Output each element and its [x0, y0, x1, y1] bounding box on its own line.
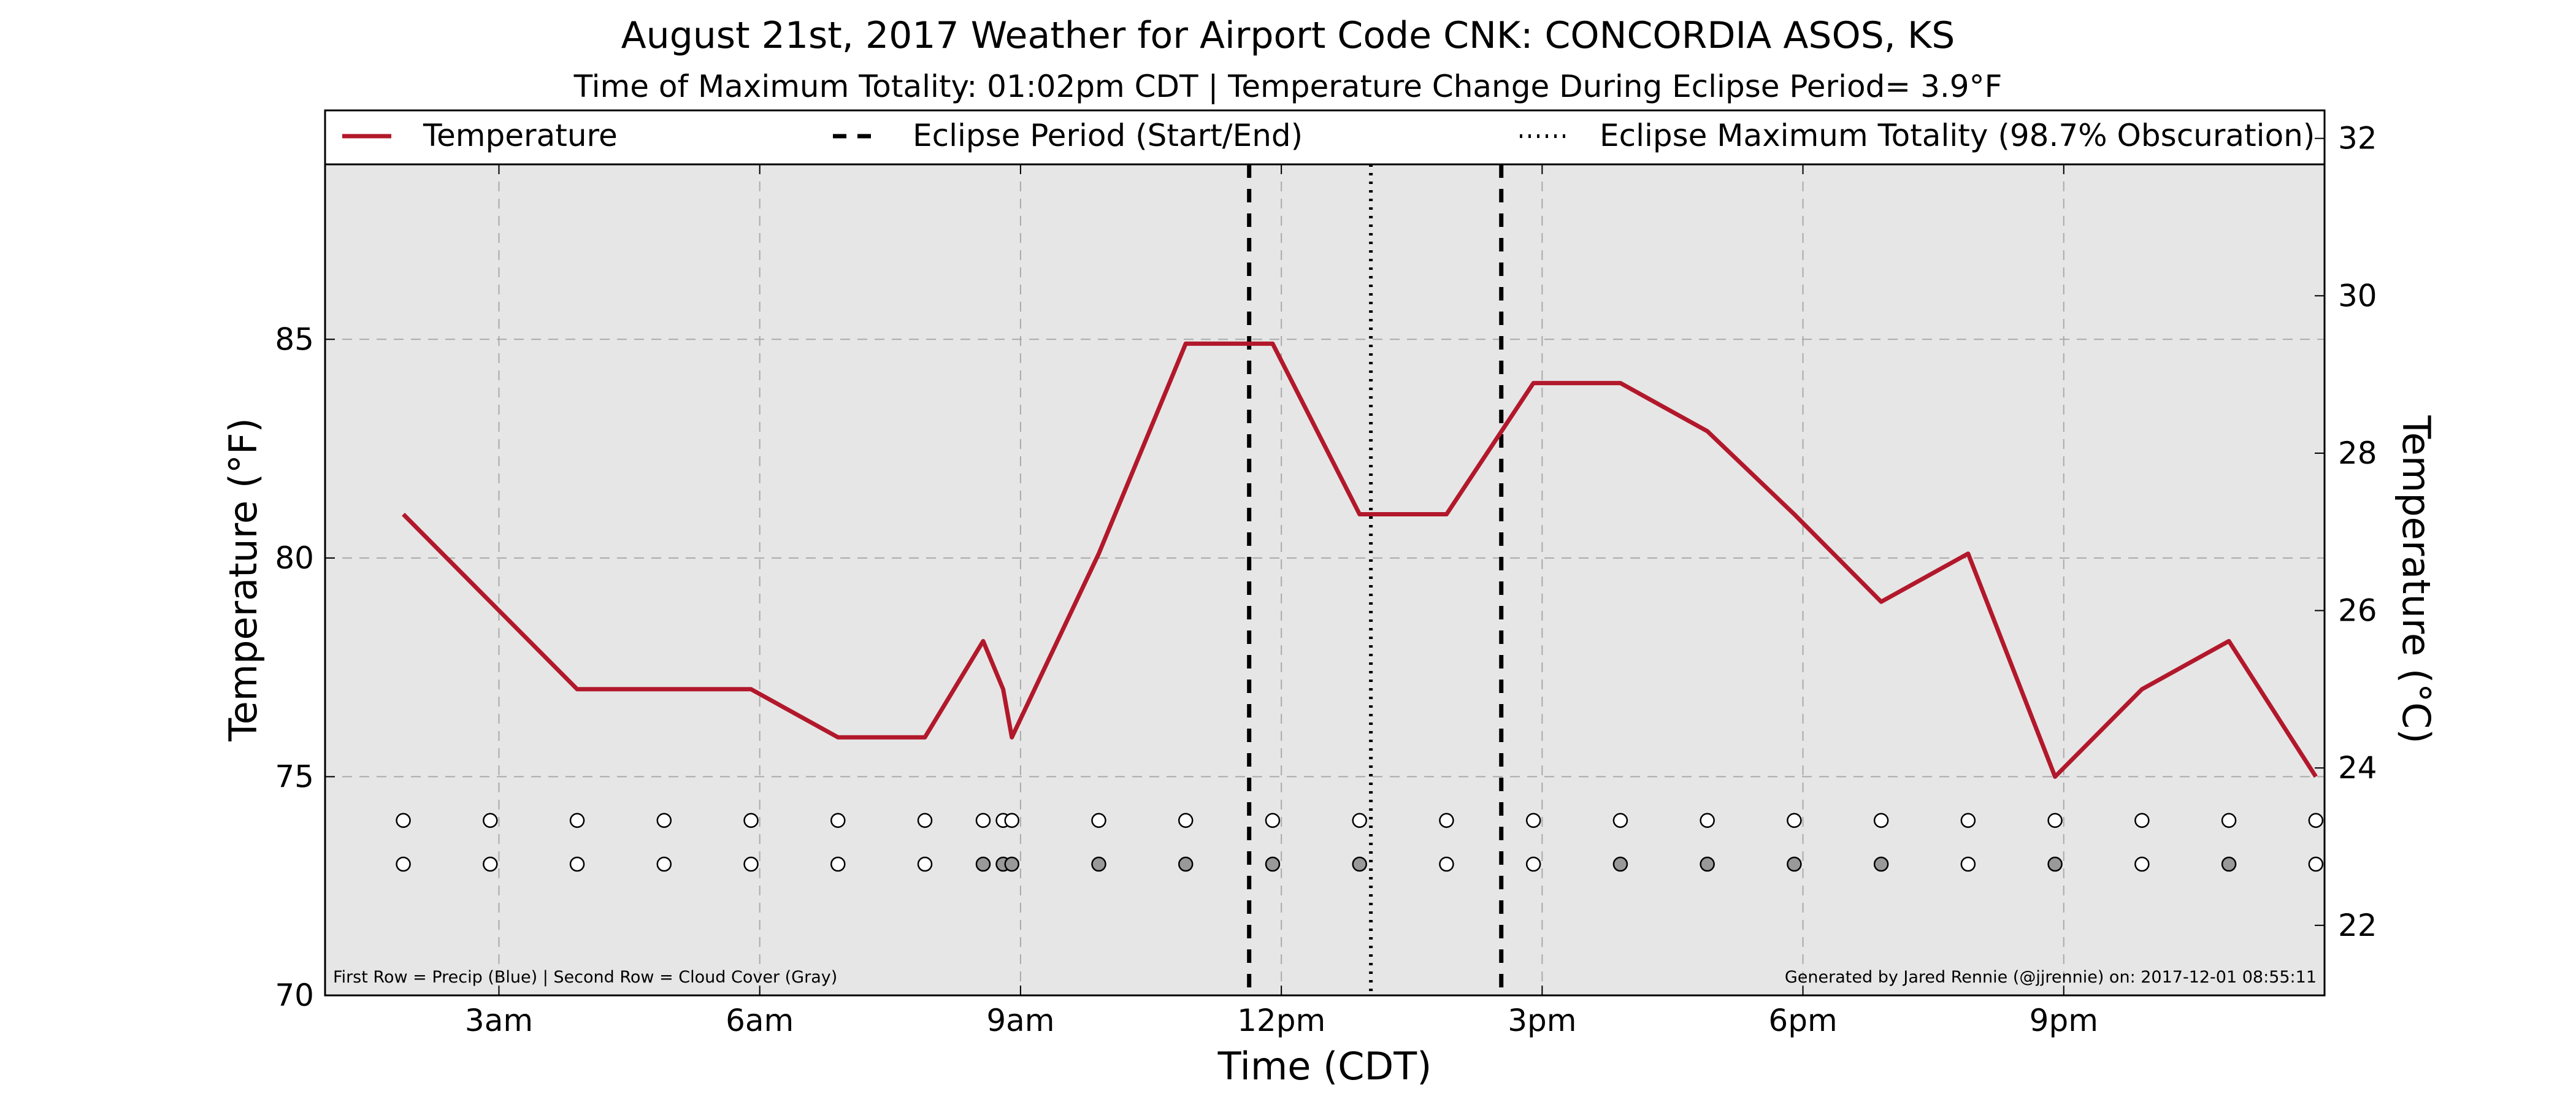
cloud-marker	[569, 856, 585, 872]
cloud-marker	[1352, 856, 1367, 872]
grid-lines	[325, 164, 2325, 995]
y-right-tick-label: 22	[2338, 908, 2377, 943]
cloud-marker	[1700, 856, 1715, 872]
precip-marker	[1178, 813, 1194, 828]
cloud-marker	[1960, 856, 1976, 872]
legend-box	[324, 109, 2326, 166]
x-tick-label: 3pm	[1508, 1003, 1576, 1038]
y-right-tick-label: 24	[2338, 750, 2377, 786]
legend: Temperature Eclipse Period (Start/End) E…	[324, 109, 2326, 166]
cloud-marker	[917, 856, 933, 872]
cloud-marker	[2221, 856, 2237, 872]
precip-marker	[656, 813, 672, 828]
precip-marker	[1091, 813, 1106, 828]
x-tick-label: 6am	[726, 1003, 794, 1038]
precip-marker	[2308, 813, 2324, 828]
temperature-series	[402, 341, 2318, 779]
legend-temperature-label: Temperature	[423, 118, 618, 153]
precip-marker	[1439, 813, 1454, 828]
precip-marker	[1960, 813, 1976, 828]
y-axis-label: Temperature (°F)	[221, 418, 266, 741]
axes: 3am 6am 9am 12pm 3pm 6pm 9pm 70 75 80 85 22 24 26 28 30…	[275, 121, 2377, 1038]
x-axis-label: Time (CDT)	[1217, 1044, 1432, 1089]
precip-marker	[2221, 813, 2237, 828]
precip-marker	[2134, 813, 2150, 828]
cloud-marker	[1265, 856, 1281, 872]
cloud-marker	[2308, 856, 2324, 872]
cloud-marker	[743, 856, 759, 872]
x-tick-label: 6pm	[1768, 1003, 1837, 1038]
cloud-marker	[483, 856, 498, 872]
eclipse-lines	[1247, 164, 1504, 995]
x-tick-label: 9am	[986, 1003, 1054, 1038]
chart-subtitle: Time of Maximum Totality: 01:02pm CDT | …	[573, 69, 2003, 104]
precip-marker	[975, 813, 991, 828]
y-tick-label: 85	[275, 321, 314, 357]
cloud-marker	[2134, 856, 2150, 872]
precip-marker	[743, 813, 759, 828]
cloud-marker	[1787, 856, 1802, 872]
cloud-marker	[2047, 856, 2063, 872]
cloud-marker	[656, 856, 672, 872]
legend-eclipse-period-label: Eclipse Period (Start/End)	[913, 118, 1303, 153]
cloud-marker	[1091, 856, 1106, 872]
precip-marker	[2047, 813, 2063, 828]
cloud-marker	[396, 856, 411, 872]
legend-eclipse-max-label: Eclipse Maximum Totality (98.7% Obscurat…	[1600, 118, 2315, 153]
footnote-left: First Row = Precip (Blue) | Second Row =…	[333, 968, 837, 987]
x-tick-label: 3am	[465, 1003, 533, 1038]
y-right-tick-label: 32	[2338, 121, 2377, 156]
plot-area	[325, 164, 2325, 995]
temperature-line	[402, 341, 2318, 779]
precip-marker	[396, 813, 411, 828]
precip-marker	[1612, 813, 1628, 828]
precip-marker	[483, 813, 498, 828]
precip-marker	[830, 813, 846, 828]
cloud-marker	[1439, 856, 1454, 872]
precip-marker	[1700, 813, 1715, 828]
cloud-marker	[1873, 856, 1889, 872]
y-tick-label: 75	[275, 759, 314, 794]
precip-marker	[1525, 813, 1541, 828]
precip-marker	[1352, 813, 1367, 828]
y-right-tick-label: 28	[2338, 435, 2377, 471]
cloud-marker	[975, 856, 991, 872]
x-tick-label: 12pm	[1237, 1003, 1325, 1038]
marker-rows	[396, 813, 2324, 872]
cloud-marker	[1525, 856, 1541, 872]
y-tick-label: 70	[275, 978, 314, 1013]
y-right-tick-label: 30	[2338, 278, 2377, 313]
chart-title: August 21st, 2017 Weather for Airport Co…	[621, 14, 1955, 57]
cloud-marker	[1178, 856, 1194, 872]
precip-marker	[1873, 813, 1889, 828]
y-tick-label: 80	[275, 540, 314, 576]
footnote-right: Generated by Jared Rennie (@jjrennie) on…	[1785, 968, 2317, 987]
cloud-marker	[830, 856, 846, 872]
y-right-tick-label: 26	[2338, 593, 2377, 629]
x-tick-label: 9pm	[2030, 1003, 2098, 1038]
precip-marker	[1265, 813, 1281, 828]
cloud-marker	[1004, 856, 1019, 872]
y-axis-right-label: Temperature (°C)	[2394, 415, 2439, 743]
precip-marker	[917, 813, 933, 828]
cloud-marker	[1612, 856, 1628, 872]
precip-marker	[569, 813, 585, 828]
precip-marker	[1004, 813, 1019, 828]
precip-marker	[1787, 813, 1802, 828]
